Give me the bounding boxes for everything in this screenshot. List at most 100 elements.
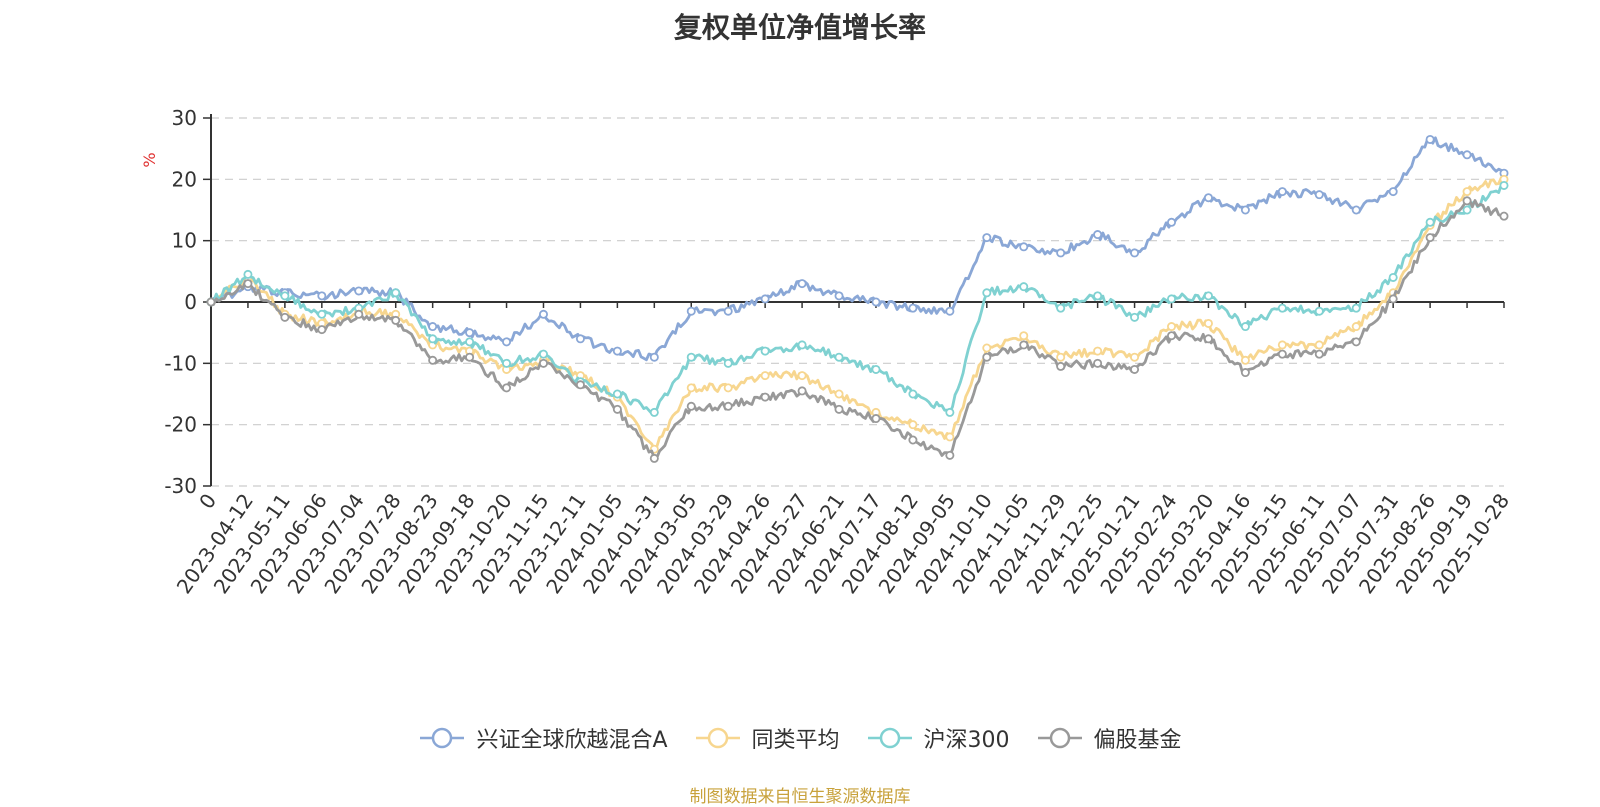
data-point bbox=[649, 407, 659, 417]
data-point bbox=[243, 269, 253, 279]
series-0 bbox=[206, 134, 1509, 362]
data-point bbox=[834, 352, 844, 362]
series-layer bbox=[206, 134, 1509, 463]
data-point bbox=[982, 343, 992, 353]
y-tick-label: -30 bbox=[164, 474, 197, 498]
data-point bbox=[982, 288, 992, 298]
data-point bbox=[1240, 368, 1250, 378]
data-point bbox=[391, 315, 401, 325]
data-point bbox=[871, 364, 881, 374]
data-point bbox=[797, 340, 807, 350]
data-point bbox=[1203, 318, 1213, 328]
data-point bbox=[1056, 361, 1066, 371]
data-point bbox=[280, 291, 290, 301]
legend-item[interactable]: 兴证全球欣越混合A bbox=[418, 722, 668, 754]
data-point bbox=[982, 233, 992, 243]
data-point bbox=[797, 279, 807, 289]
data-point bbox=[908, 420, 918, 430]
data-point bbox=[945, 306, 955, 316]
data-point bbox=[1277, 349, 1287, 359]
data-point bbox=[723, 306, 733, 316]
data-point bbox=[1056, 352, 1066, 362]
data-point bbox=[1167, 294, 1177, 304]
data-point bbox=[354, 286, 364, 296]
x-tick-label: 0 bbox=[194, 489, 221, 513]
data-point bbox=[465, 337, 475, 347]
legend-item[interactable]: 沪深300 bbox=[866, 722, 1010, 754]
data-point bbox=[1203, 193, 1213, 203]
chart-title: 复权单位净值增长率 bbox=[673, 11, 926, 44]
data-point bbox=[686, 352, 696, 362]
data-point bbox=[723, 358, 733, 368]
series-line bbox=[210, 183, 1505, 415]
data-point bbox=[1167, 322, 1177, 332]
data-point bbox=[1314, 190, 1324, 200]
data-point bbox=[1388, 187, 1398, 197]
data-point bbox=[354, 309, 364, 319]
legend-marker-icon bbox=[1037, 727, 1082, 749]
y-tick-label: 30 bbox=[172, 106, 197, 130]
data-point bbox=[502, 337, 512, 347]
data-point bbox=[1351, 303, 1361, 313]
data-point bbox=[317, 309, 327, 319]
data-point bbox=[797, 371, 807, 381]
data-point bbox=[797, 386, 807, 396]
data-point bbox=[1167, 331, 1177, 341]
data-point bbox=[317, 291, 327, 301]
data-point bbox=[686, 401, 696, 411]
data-point bbox=[723, 401, 733, 411]
data-point bbox=[1388, 272, 1398, 282]
data-point bbox=[1240, 355, 1250, 365]
data-point bbox=[760, 371, 770, 381]
data-point bbox=[538, 309, 548, 319]
data-point bbox=[1130, 352, 1140, 362]
legend-label: 兴证全球欣越混合A bbox=[476, 728, 668, 753]
data-point bbox=[723, 383, 733, 393]
data-point bbox=[1019, 242, 1029, 252]
data-point bbox=[428, 355, 438, 365]
data-point bbox=[1277, 303, 1287, 313]
data-point bbox=[1019, 340, 1029, 350]
data-point bbox=[834, 404, 844, 414]
data-point bbox=[502, 358, 512, 368]
data-point bbox=[428, 334, 438, 344]
source-note: 制图数据来自恒生聚源数据库 bbox=[689, 787, 911, 807]
data-point bbox=[945, 407, 955, 417]
data-point bbox=[1203, 291, 1213, 301]
legend-item[interactable]: 同类平均 bbox=[694, 722, 840, 754]
data-point bbox=[428, 322, 438, 332]
data-point bbox=[575, 380, 585, 390]
data-point bbox=[945, 450, 955, 460]
legend: 兴证全球欣越混合A 同类平均 沪深300 偏股基金 bbox=[0, 722, 1600, 754]
data-point bbox=[1130, 248, 1140, 258]
data-point bbox=[1056, 248, 1066, 258]
data-point bbox=[206, 297, 216, 307]
y-tick-label: -10 bbox=[164, 351, 197, 375]
tick-labels: 3020100-10-20-30%02023-04-122023-05-1120… bbox=[140, 106, 1514, 598]
data-point bbox=[1019, 331, 1029, 341]
data-point bbox=[982, 352, 992, 362]
y-tick-label: 20 bbox=[172, 167, 197, 191]
legend-item[interactable]: 偏股基金 bbox=[1036, 722, 1182, 754]
data-point bbox=[1499, 180, 1509, 190]
data-point bbox=[1056, 303, 1066, 313]
data-point bbox=[1167, 217, 1177, 227]
data-point bbox=[871, 414, 881, 424]
data-point bbox=[686, 383, 696, 393]
data-point bbox=[1130, 312, 1140, 322]
data-point bbox=[1093, 230, 1103, 240]
legend-label: 同类平均 bbox=[751, 728, 840, 753]
legend-marker-icon bbox=[867, 727, 912, 749]
data-point bbox=[1351, 337, 1361, 347]
data-point bbox=[686, 306, 696, 316]
data-point bbox=[1240, 205, 1250, 215]
data-point bbox=[391, 288, 401, 298]
data-point bbox=[1314, 340, 1324, 350]
series-3 bbox=[206, 196, 1509, 463]
data-point bbox=[1425, 217, 1435, 227]
data-point bbox=[538, 358, 548, 368]
data-point bbox=[1130, 364, 1140, 374]
data-point bbox=[575, 334, 585, 344]
data-point bbox=[1388, 294, 1398, 304]
